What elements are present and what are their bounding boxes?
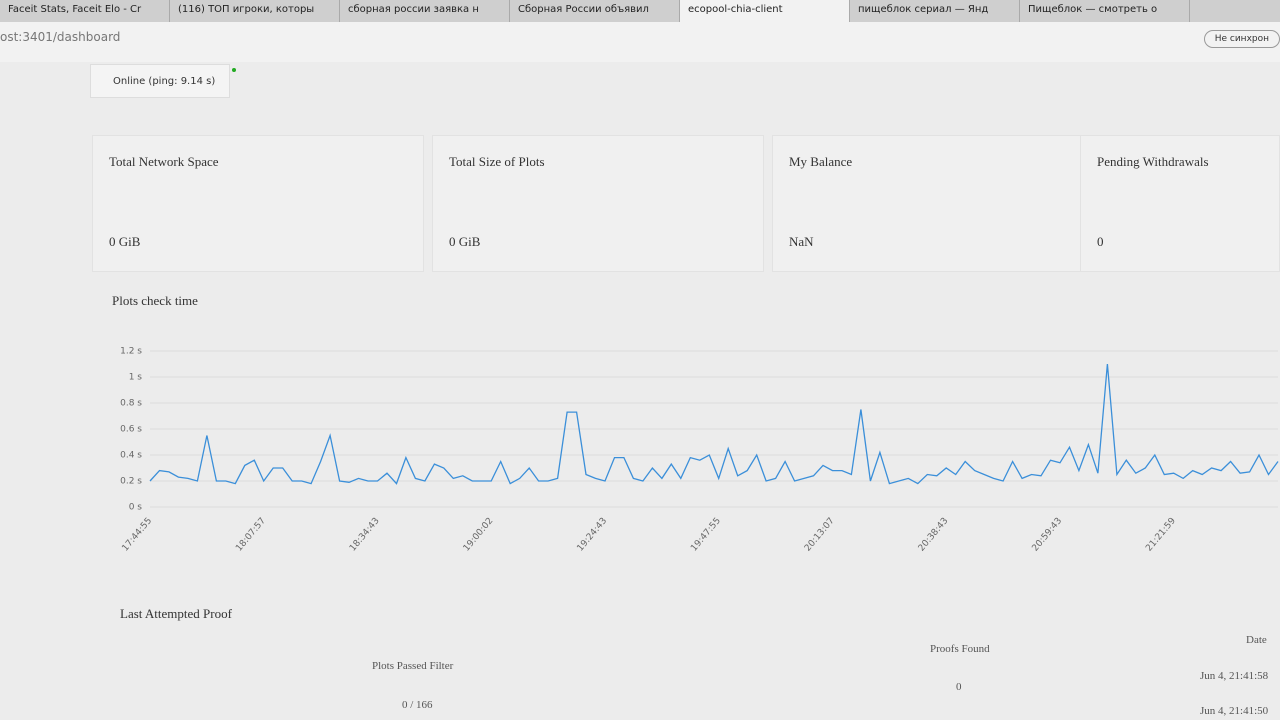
x-tick-label: 20:38:43 [917,516,951,553]
y-tick-label: 0 s [129,503,143,513]
chart-title: Plots check time [112,293,198,308]
y-tick-label: 0.8 s [120,399,142,409]
y-tick-label: 1.2 s [120,347,142,357]
table-cell: Jun 4, 21:41:58 [1200,670,1269,682]
x-tick-label: 20:59:43 [1031,516,1065,553]
tab[interactable]: пищеблок сериал — Янд [850,0,1020,22]
x-tick-label: 19:47:55 [689,516,723,553]
chart: 0 s 0.2 s 0.4 s 0.6 s 0.8 s 1 s 1.2 s 17:44:55 1… [120,347,1279,554]
card: Pending Withdrawals 0 [1080,135,1280,272]
x-tick-label: 18:07:57 [234,516,268,553]
x-tick-label: 19:24:43 [576,516,610,553]
table-cell: 0 [956,681,962,693]
tab[interactable]: сборная россии заявка н [340,0,510,22]
card-title: My Balance [789,154,853,169]
tab[interactable]: Faceit Stats, Faceit Elo - Cr [0,0,170,22]
y-tick-label: 0.6 s [120,425,142,435]
card-value: 0 GiB [109,234,141,249]
url[interactable]: ost:3401/dashboard [0,30,121,44]
line [149,363,1279,485]
x-tick-label: 19:00:02 [462,516,496,553]
x-tick-label: 20:13:07 [803,516,837,553]
card: Total Size of Plots 0 GiB [432,135,764,272]
x-tick-label: 21:21:59 [1144,516,1178,554]
address-bar: ost:3401/dashboard Не синхрон [0,22,1280,62]
tab[interactable]: (116) ТОП игроки, которы [170,0,340,22]
x-tick-label: 18:34:43 [348,516,382,553]
status-dot [232,68,236,72]
tab[interactable]: ecopool-chia-client [680,0,850,22]
tab[interactable]: Пищеблок — смотреть о [1020,0,1190,22]
tab[interactable]: Сборная России объявил [510,0,680,22]
x-tick-label: 17:44:55 [121,516,155,553]
y-tick-label: 1 s [129,373,143,383]
card-title: Total Network Space [109,154,219,169]
y-tick-label: 0.4 s [120,451,142,461]
card-title: Pending Withdrawals [1097,154,1209,169]
table-header: Date [1246,634,1267,646]
tab-bar: Faceit Stats, Faceit Elo - Cr (116) ТОП … [0,0,1280,22]
table-cell: Jun 4, 21:41:50 [1200,705,1269,717]
card: My Balance NaN [772,135,1104,272]
card-value: 0 GiB [449,234,481,249]
status: Online (ping: 9.14 s) [90,64,230,98]
table-header: Proofs Found [930,643,990,655]
card-value: 0 [1097,234,1104,249]
table-header: Plots Passed Filter [372,660,454,672]
card-title: Total Size of Plots [449,154,545,169]
card: Total Network Space 0 GiB [92,135,424,272]
sync-button[interactable]: Не синхрон [1203,30,1280,48]
y-tick-label: 0.2 s [120,477,142,487]
card-value: NaN [789,234,814,249]
table-cell: 0 / 166 [402,699,433,711]
section-title: Last Attempted Proof [120,606,232,621]
